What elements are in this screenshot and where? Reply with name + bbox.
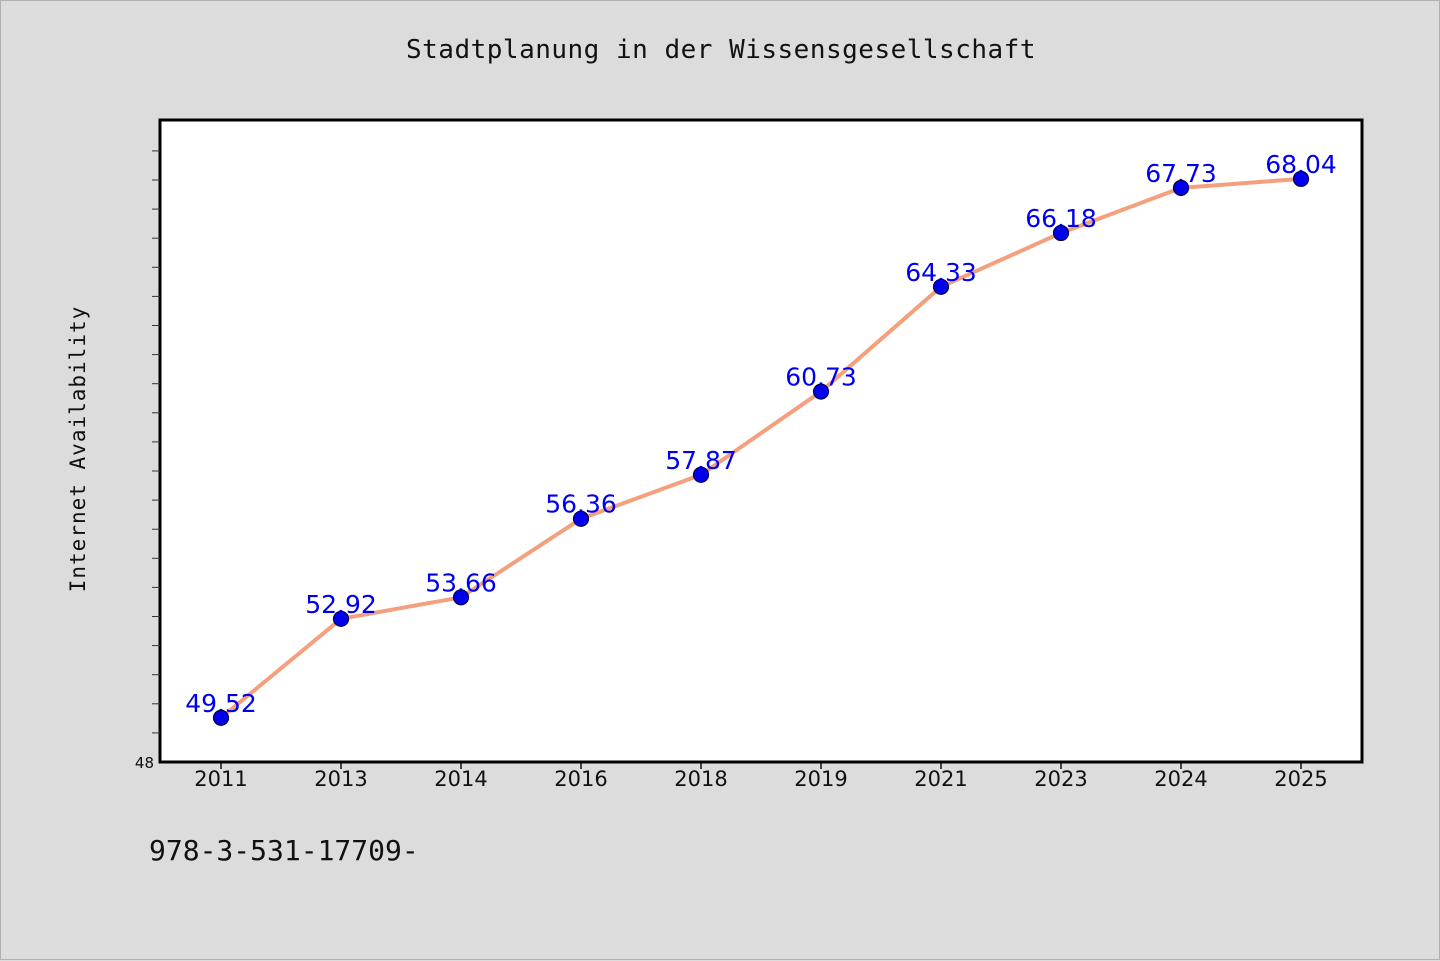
x-tick-label: 2019 — [794, 767, 847, 791]
data-point — [1292, 170, 1310, 187]
x-tick-label: 2014 — [434, 767, 487, 791]
data-point — [1052, 224, 1070, 242]
y-tick-label: 48 — [135, 754, 154, 772]
data-point — [692, 466, 710, 483]
data-point — [1172, 179, 1190, 196]
x-tick-label: 2018 — [674, 767, 727, 791]
data-point — [572, 510, 590, 527]
data-point — [452, 589, 470, 606]
series-line — [219, 176, 1302, 720]
x-tick-label: 2013 — [314, 767, 367, 791]
x-tick-label: 2021 — [914, 767, 967, 791]
x-tick-label: 2024 — [1154, 767, 1207, 791]
x-tick-label: 2011 — [194, 767, 247, 791]
footer-code: 978-3-531-17709- — [149, 834, 419, 867]
x-tick-label: 2023 — [1034, 767, 1087, 791]
plot-area — [158, 118, 1364, 764]
x-tick-label: 2016 — [554, 767, 607, 791]
data-point — [812, 383, 830, 400]
data-point — [932, 278, 950, 295]
data-point — [332, 610, 350, 627]
data-point — [212, 709, 230, 726]
chart-title: Stadtplanung in der Wissensgesellschaft — [406, 35, 1036, 65]
x-tick-label: 2025 — [1274, 767, 1327, 791]
